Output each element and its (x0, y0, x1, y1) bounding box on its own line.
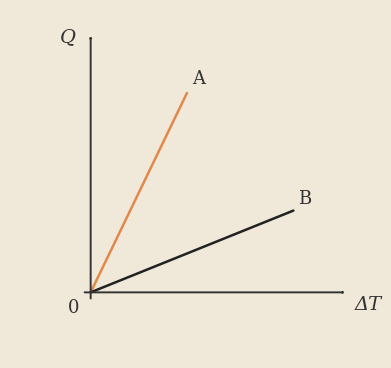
Text: 0: 0 (68, 299, 79, 317)
Text: A: A (192, 70, 205, 88)
Text: B: B (298, 190, 312, 208)
Text: ΔT: ΔT (354, 296, 381, 314)
Text: Q: Q (59, 28, 75, 46)
